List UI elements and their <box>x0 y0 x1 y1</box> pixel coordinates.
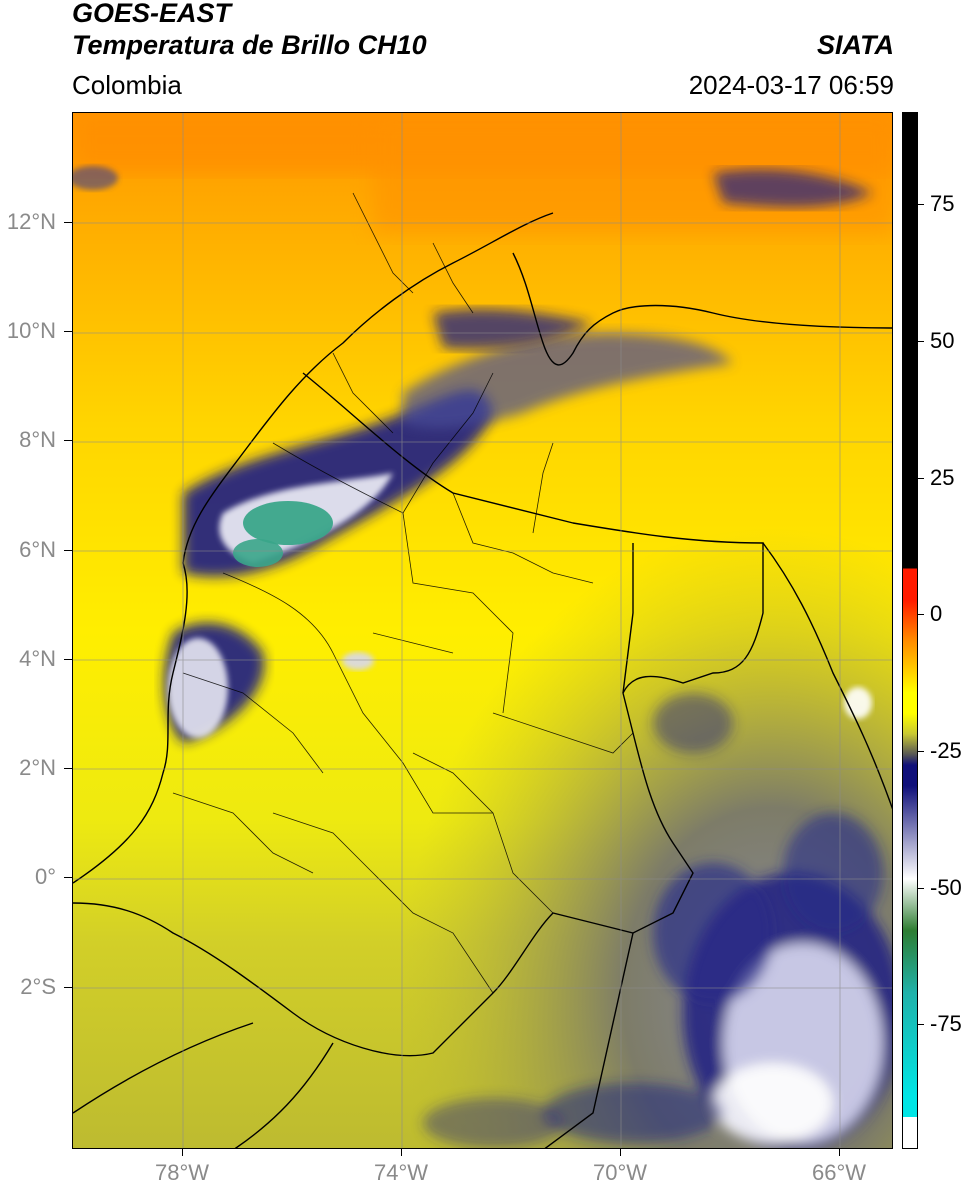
lat-tick <box>64 331 72 332</box>
lon-tick <box>182 1149 183 1156</box>
lat-tick <box>64 659 72 660</box>
colorbar-label-0: 0 <box>930 601 943 626</box>
country-borders <box>73 212 892 1148</box>
colorbar-tick <box>918 1024 924 1025</box>
colorbar-label-50: 50 <box>930 328 955 353</box>
colorbar-tick <box>918 478 924 479</box>
lat-label-10n: 10°N <box>6 318 56 343</box>
colorbar-tick <box>918 888 924 889</box>
timestamp-label: 2024-03-17 06:59 <box>688 70 894 100</box>
lat-label-12n: 12°N <box>6 209 56 234</box>
lat-tick <box>64 768 72 769</box>
colorbar-tick <box>918 614 924 615</box>
lon-label-66w: 66°W <box>811 1160 867 1185</box>
lat-label-6n: 6°N <box>19 537 56 562</box>
map-canvas <box>73 113 892 1148</box>
lat-tick <box>64 222 72 223</box>
lat-label-2n: 2°N <box>19 755 56 780</box>
lon-tick <box>839 1149 840 1156</box>
lon-tick <box>620 1149 621 1156</box>
lat-label-8n: 8°N <box>19 427 56 452</box>
colorbar-tick <box>918 341 924 342</box>
graticule <box>73 113 892 1148</box>
andean-convection <box>73 166 873 743</box>
lon-label-78w: 78°W <box>154 1160 210 1185</box>
title-product: Temperatura de Brillo CH10 <box>72 30 427 60</box>
lat-tick <box>64 987 72 988</box>
lon-label-70w: 70°W <box>592 1160 648 1185</box>
colorbar-tick <box>918 204 924 205</box>
colorbar-label-minus75: -75 <box>930 1011 962 1036</box>
colorbar-label-minus25: -25 <box>930 738 962 763</box>
temperature-colorbar <box>902 112 918 1149</box>
lon-tick <box>401 1149 402 1156</box>
brightness-temperature-map[interactable] <box>72 112 893 1149</box>
colorbar-label-25: 25 <box>930 465 955 490</box>
lat-tick <box>64 440 72 441</box>
lat-label-4n: 4°N <box>19 646 56 671</box>
lon-label-74w: 74°W <box>373 1160 429 1185</box>
region-label: Colombia <box>72 70 182 100</box>
colorbar-label-75: 75 <box>930 191 955 216</box>
organization-label: SIATA <box>817 30 894 60</box>
colorbar-tick <box>918 751 924 752</box>
department-borders <box>172 192 634 994</box>
lat-tick <box>64 877 72 878</box>
title-satellite: GOES-EAST <box>72 0 232 28</box>
lat-label-0: 0° <box>34 864 56 889</box>
lat-label-2s: 2°S <box>20 974 56 999</box>
colorbar-label-minus50: -50 <box>930 875 962 900</box>
lat-tick <box>64 550 72 551</box>
